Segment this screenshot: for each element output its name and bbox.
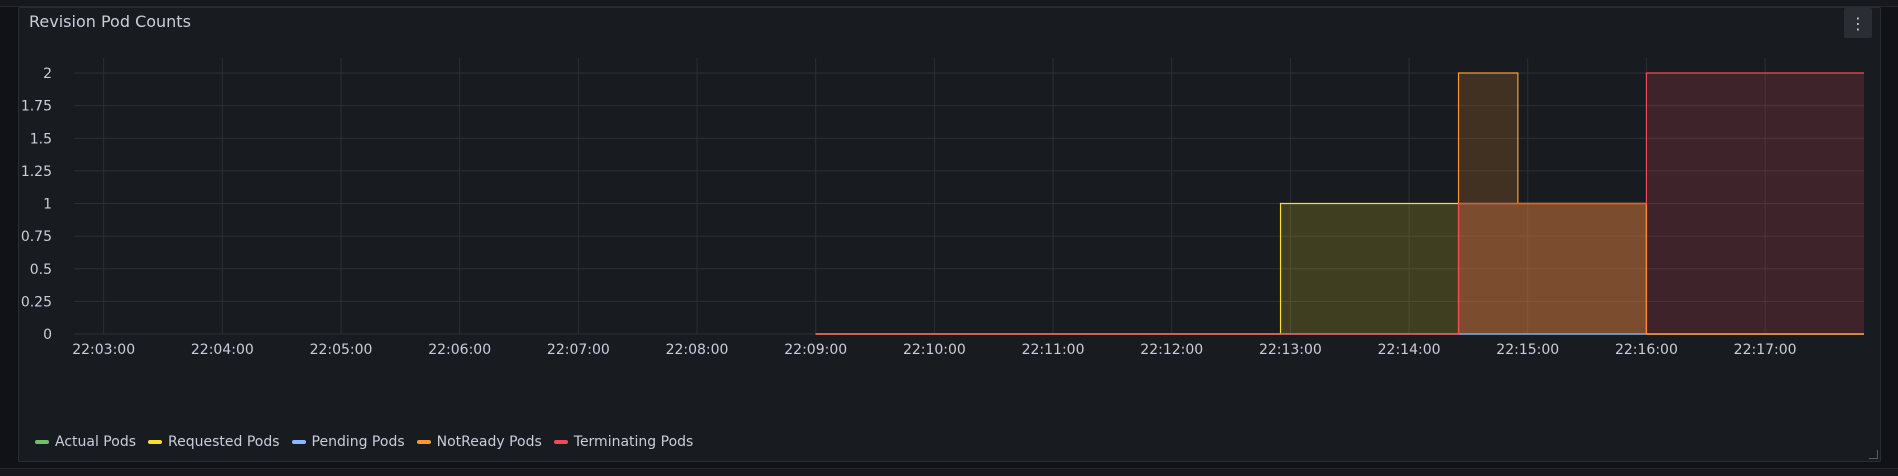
legend-swatch — [416, 440, 431, 444]
x-tick-label: 22:08:00 — [666, 342, 729, 358]
x-tick-label: 22:07:00 — [547, 342, 610, 358]
legend-item-actual-pods[interactable]: Actual Pods — [35, 434, 136, 450]
x-tick-label: 22:12:00 — [1140, 342, 1203, 358]
series-line-terminating-pods — [815, 72, 1864, 335]
legend-item-requested-pods[interactable]: Requested Pods — [148, 434, 280, 450]
legend-item-pending-pods[interactable]: Pending Pods — [291, 434, 405, 450]
panel-title: Revision Pod Counts — [29, 12, 191, 31]
x-tick-label: 22:10:00 — [903, 342, 966, 358]
x-tick-label: 22:15:00 — [1496, 342, 1559, 358]
legend-item-notready-pods[interactable]: NotReady Pods — [416, 434, 542, 450]
x-tick-label: 22:13:00 — [1259, 342, 1322, 358]
legend-label: Actual Pods — [55, 434, 136, 450]
legend-label: Pending Pods — [311, 434, 405, 450]
x-tick-label: 22:17:00 — [1734, 342, 1797, 358]
x-tick-label: 22:04:00 — [191, 342, 254, 358]
x-tick-label: 22:14:00 — [1378, 342, 1441, 358]
top-divider — [0, 0, 1898, 7]
more-vertical-icon[interactable]: ⋮ — [1844, 8, 1872, 38]
legend-label: Terminating Pods — [573, 434, 694, 450]
legend-swatch — [291, 440, 306, 444]
resize-handle[interactable] — [1869, 450, 1878, 459]
y-tick-label: 1.75 — [21, 99, 52, 115]
series-area-notready-pods — [815, 73, 1865, 334]
x-axis-labels: 22:03:00 22:04:00 22:05:00 22:06:00 22:07:00… — [72, 342, 1796, 358]
x-tick-label: 22:03:00 — [72, 342, 135, 358]
chart-legend: Actual Pods Requested Pods Pending Pods Not… — [35, 434, 693, 450]
x-tick-label: 22:05:00 — [310, 342, 373, 358]
y-tick-label: 1.5 — [30, 131, 52, 147]
y-tick-label: 0.75 — [21, 229, 52, 245]
bottom-divider — [0, 468, 1898, 476]
y-tick-label: 0.25 — [21, 294, 52, 310]
x-tick-label: 22:06:00 — [428, 342, 491, 358]
y-tick-label: 0 — [43, 327, 52, 343]
y-axis-labels: 0 0.25 0.5 0.75 1 1.25 1.5 1.75 2 — [21, 66, 52, 343]
series-area-requested-pods — [815, 203, 1865, 334]
y-tick-label: 1 — [43, 197, 52, 213]
y-tick-label: 0.5 — [30, 262, 52, 278]
chart-plot[interactable]: 0 0.25 0.5 0.75 1 1.25 1.5 1.75 2 22:03:00 22:04:… — [19, 8, 1882, 428]
series-layer — [815, 72, 1865, 335]
legend-label: NotReady Pods — [436, 434, 542, 450]
legend-swatch — [553, 440, 568, 444]
x-tick-label: 22:16:00 — [1615, 342, 1678, 358]
legend-swatch — [148, 440, 162, 444]
revision-pod-counts-panel: Revision Pod Counts ⋮ 0 0.25 0.5 0.75 1 1.25 1… — [18, 7, 1881, 462]
series-area-terminating-pods — [815, 73, 1865, 334]
legend-item-terminating-pods[interactable]: Terminating Pods — [553, 434, 694, 450]
legend-label: Requested Pods — [168, 434, 280, 450]
y-tick-label: 2 — [43, 66, 52, 82]
x-tick-label: 22:11:00 — [1022, 342, 1085, 358]
x-tick-label: 22:09:00 — [784, 342, 847, 358]
legend-swatch — [35, 440, 49, 444]
y-tick-label: 1.25 — [21, 164, 52, 180]
